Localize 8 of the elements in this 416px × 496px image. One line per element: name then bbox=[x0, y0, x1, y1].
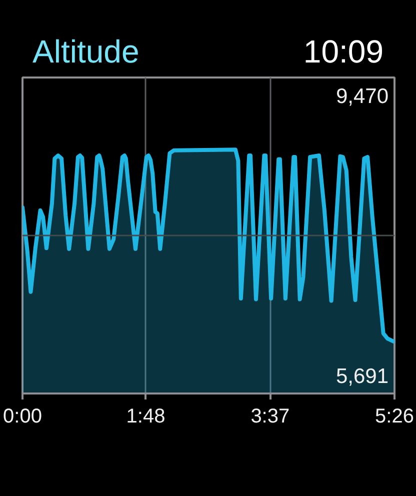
x-tick-label: 3:37 bbox=[250, 406, 290, 428]
text: 10:09 bbox=[303, 34, 384, 70]
x-tick-label: 0:00 bbox=[3, 406, 42, 428]
x-tick-label: 1:48 bbox=[126, 406, 166, 428]
chart-title: Altitude bbox=[32, 34, 140, 70]
x-tick-label: 5:26 bbox=[375, 406, 414, 428]
y-tick-label: 5,691 bbox=[336, 364, 389, 388]
y-tick-label: 9,470 bbox=[336, 85, 389, 108]
